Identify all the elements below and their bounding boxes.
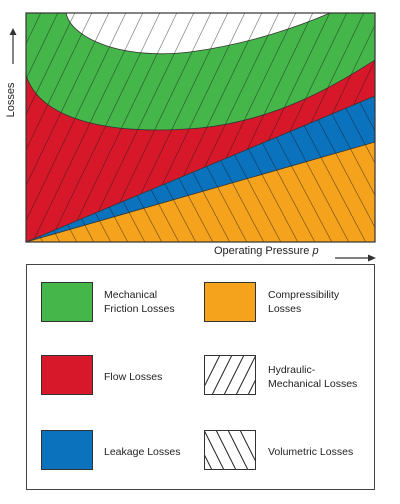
legend-swatch-volumetric xyxy=(204,430,256,470)
blank-region xyxy=(66,13,330,54)
legend: Mechanical Friction Losses Compressibili… xyxy=(26,264,375,490)
legend-label-flow: Flow Losses xyxy=(104,371,163,383)
x-axis-label: Operating Pressure p xyxy=(214,245,319,257)
legend-label-volumetric: Volumetric Losses xyxy=(268,446,354,458)
legend-swatch-compressibility xyxy=(204,282,256,322)
legend-label-mechanical-friction: Mechanical Friction Losses xyxy=(104,289,175,315)
legend-label-leakage: Leakage Losses xyxy=(104,446,181,458)
y-axis-arrow xyxy=(7,28,19,71)
legend-swatch-hydraulic-mechanical xyxy=(204,355,256,395)
legend-label-hydraulic-mechanical: Hydraulic- Mechanical Losses xyxy=(268,364,358,390)
x-axis-arrow xyxy=(335,250,377,268)
legend-swatch-leakage xyxy=(41,430,93,470)
legend-label-compressibility: Compressibility Losses xyxy=(268,289,340,315)
legend-swatch-mechanical-friction xyxy=(41,282,93,322)
loss-diagram-plot xyxy=(25,12,376,243)
legend-swatch-flow xyxy=(41,355,93,395)
